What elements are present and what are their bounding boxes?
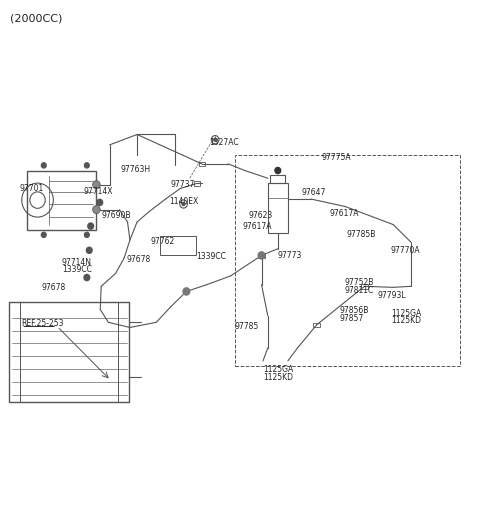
Circle shape	[97, 199, 103, 205]
Circle shape	[84, 163, 89, 168]
Bar	[270, 174, 286, 183]
Text: (2000CC): (2000CC)	[10, 13, 63, 24]
Bar	[258, 253, 264, 258]
Text: 97623: 97623	[249, 211, 273, 220]
Text: 97714N: 97714N	[62, 257, 92, 267]
Text: 97857: 97857	[339, 314, 364, 322]
Text: 97856B: 97856B	[339, 306, 369, 315]
Circle shape	[93, 205, 100, 214]
Text: 97811C: 97811C	[344, 286, 373, 295]
Text: 97785: 97785	[234, 322, 259, 331]
Text: 1339CC: 1339CC	[62, 265, 92, 274]
Text: 97617A: 97617A	[330, 209, 360, 218]
Bar	[313, 322, 320, 327]
Bar	[199, 162, 205, 166]
Circle shape	[88, 223, 94, 229]
Text: 97714X: 97714X	[83, 187, 112, 196]
Bar	[194, 181, 200, 186]
Text: 1125GA: 1125GA	[263, 365, 293, 374]
Bar	[160, 236, 196, 255]
Text: 97690B: 97690B	[101, 211, 131, 220]
Bar	[119, 302, 129, 402]
Text: 97737: 97737	[170, 180, 195, 189]
Text: 1125KD: 1125KD	[263, 373, 293, 382]
Circle shape	[275, 167, 281, 173]
Circle shape	[214, 138, 216, 141]
Text: 97773: 97773	[277, 251, 302, 260]
Circle shape	[258, 252, 265, 259]
Circle shape	[84, 275, 90, 281]
Text: 1339CC: 1339CC	[196, 252, 226, 262]
Text: 97793L: 97793L	[378, 291, 407, 300]
Circle shape	[41, 232, 46, 237]
Circle shape	[182, 202, 185, 205]
Text: 1140EX: 1140EX	[169, 197, 198, 206]
Circle shape	[84, 232, 89, 237]
Bar	[268, 183, 288, 233]
Text: 97770A: 97770A	[391, 246, 420, 255]
Text: 1327AC: 1327AC	[209, 138, 239, 147]
Text: 97752B: 97752B	[344, 278, 374, 287]
Text: 1125KD: 1125KD	[391, 316, 421, 325]
Text: 97763H: 97763H	[120, 165, 150, 174]
Text: 97762: 97762	[150, 237, 174, 246]
Bar	[9, 302, 129, 402]
Circle shape	[183, 288, 190, 295]
Text: 97647: 97647	[301, 188, 325, 197]
Text: 1125GA: 1125GA	[391, 309, 421, 317]
Text: REF.25-253: REF.25-253	[21, 319, 64, 328]
Text: 97701: 97701	[20, 184, 44, 193]
Circle shape	[86, 247, 92, 253]
Text: 97678: 97678	[126, 255, 150, 264]
Bar	[27, 170, 96, 230]
Text: 97678: 97678	[41, 283, 66, 292]
Text: 97785B: 97785B	[346, 230, 376, 239]
Circle shape	[93, 181, 100, 189]
Bar	[235, 155, 460, 366]
Bar	[9, 302, 20, 402]
Text: 97617A: 97617A	[242, 221, 272, 231]
Circle shape	[41, 163, 46, 168]
Bar	[361, 284, 368, 288]
Text: 97775A: 97775A	[322, 153, 351, 162]
